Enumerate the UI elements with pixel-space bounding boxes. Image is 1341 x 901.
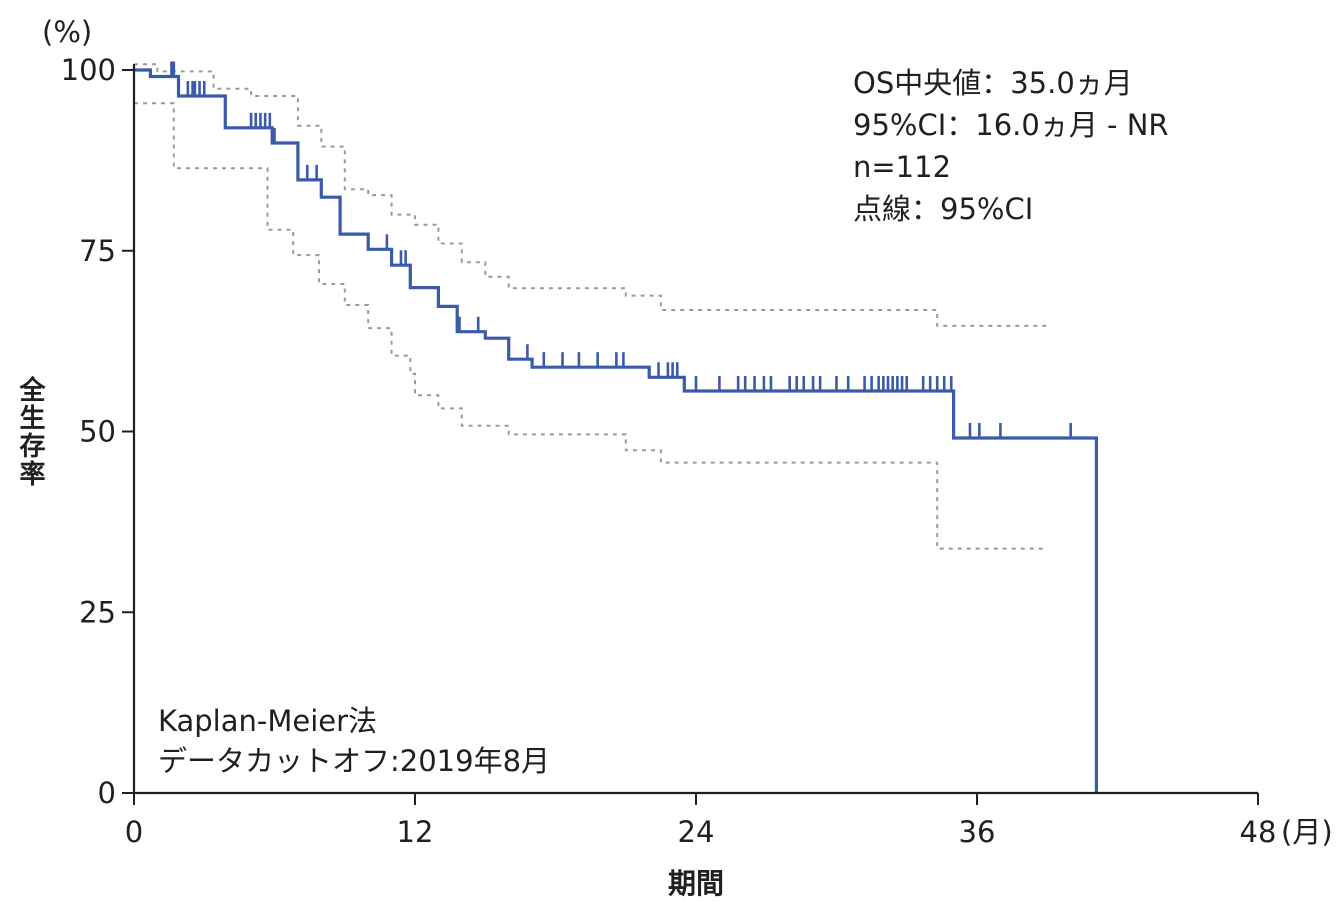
x-axis-unit: (月): [1281, 815, 1333, 849]
y-tick-label: 50: [79, 415, 116, 449]
annotation-ci-range: 95%CI：16.0ヵ月 - NR: [853, 108, 1169, 142]
survival-curve: [134, 68, 1099, 793]
ci-lower-line: [134, 102, 1048, 550]
x-tick-label: 36: [959, 815, 996, 849]
y-tick-label: 75: [79, 234, 116, 268]
annotation-method: Kaplan-Meier法: [158, 704, 377, 738]
y-tick-label: 25: [79, 595, 116, 629]
x-tick-label: 0: [125, 815, 143, 849]
km-curve-line: [134, 68, 1099, 793]
annotation-data-cutoff: データカットオフ:2019年8月: [158, 744, 550, 778]
x-tick-label: 24: [678, 815, 715, 849]
annotation-dotted-line-legend: 点線：95%CI: [853, 192, 1033, 226]
x-tick-label: 48: [1240, 815, 1277, 849]
y-axis-ticks: 0 25 50 75 100: [61, 53, 134, 810]
y-axis-title: 全生存率: [15, 375, 46, 488]
annotation-os-median: OS中央値：35.0ヵ月: [853, 66, 1133, 100]
y-tick-label: 100: [61, 53, 116, 87]
annotation-n: n=112: [853, 150, 951, 184]
y-axis-unit: (%): [42, 15, 92, 49]
x-axis-title: 期間: [668, 867, 724, 900]
censor-marks: [170, 61, 1072, 439]
confidence-interval-lines: [134, 63, 1048, 550]
x-tick-label: 12: [397, 815, 434, 849]
x-axis-ticks: 0 12 24 36 48: [125, 793, 1277, 849]
ci-upper-line: [134, 63, 1048, 327]
y-tick-label: 0: [98, 776, 116, 810]
